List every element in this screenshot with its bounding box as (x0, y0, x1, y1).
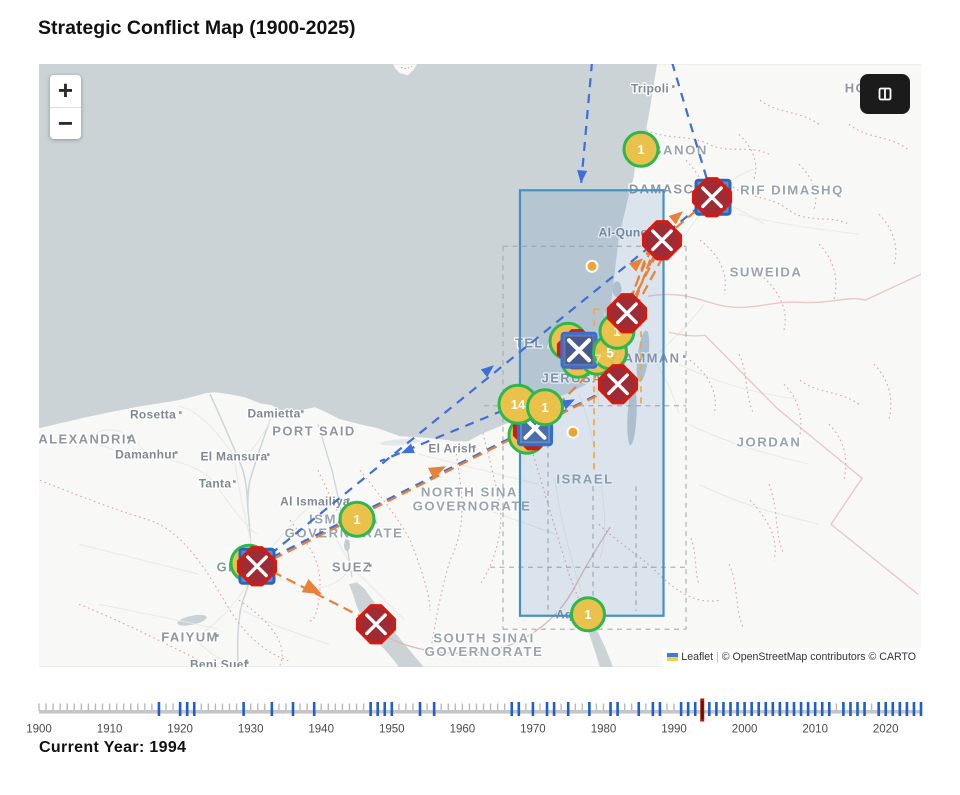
svg-text:El Mansura: El Mansura (200, 449, 267, 463)
svg-text:Al Ismailiya: Al Ismailiya (280, 494, 350, 508)
svg-text:1900: 1900 (26, 724, 52, 736)
svg-text:ISRAEL: ISRAEL (556, 471, 613, 486)
svg-text:Damanhur: Damanhur (115, 447, 177, 461)
svg-text:1980: 1980 (591, 724, 617, 736)
svg-text:14: 14 (511, 397, 526, 412)
svg-text:1: 1 (353, 512, 360, 527)
svg-text:1930: 1930 (238, 724, 264, 736)
svg-text:PORT SAID: PORT SAID (272, 423, 355, 438)
svg-text:2020: 2020 (873, 724, 899, 736)
svg-text:1: 1 (613, 324, 620, 339)
svg-text:1: 1 (584, 607, 591, 622)
svg-text:GOVERNORATE: GOVERNORATE (425, 644, 544, 659)
svg-text:1920: 1920 (167, 724, 193, 736)
svg-text:Beni Suef: Beni Suef (190, 657, 249, 667)
svg-text:Tripoli: Tripoli (631, 81, 669, 95)
svg-text:ALEXANDRIA: ALEXANDRIA (39, 431, 138, 446)
svg-text:SOUTH SINAI: SOUTH SINAI (433, 630, 535, 645)
svg-text:1960: 1960 (450, 724, 476, 736)
svg-text:7: 7 (594, 351, 601, 366)
svg-text:1: 1 (637, 142, 644, 157)
svg-text:NORTH SINAI: NORTH SINAI (421, 484, 523, 499)
svg-text:1970: 1970 (520, 724, 546, 736)
svg-text:1: 1 (541, 400, 548, 415)
svg-text:Damietta: Damietta (247, 406, 300, 420)
svg-text:El Arish: El Arish (428, 441, 475, 455)
svg-text:1990: 1990 (661, 724, 687, 736)
svg-text:1950: 1950 (379, 724, 405, 736)
svg-text:Rosetta: Rosetta (130, 407, 176, 421)
svg-text:1910: 1910 (97, 724, 123, 736)
svg-text:FAIYUM: FAIYUM (161, 629, 219, 644)
svg-text:SUEZ: SUEZ (332, 559, 372, 574)
svg-text:5: 5 (606, 344, 614, 360)
svg-text:2000: 2000 (732, 724, 758, 736)
svg-text:AMMAN: AMMAN (624, 350, 681, 365)
svg-text:GOVERNORATE: GOVERNORATE (413, 498, 532, 513)
svg-text:Tanta: Tanta (199, 476, 232, 490)
svg-text:JORDAN: JORDAN (737, 434, 802, 449)
svg-text:2010: 2010 (802, 724, 828, 736)
svg-text:SUWEIDA: SUWEIDA (730, 264, 803, 279)
svg-text:RIF DIMASHQ: RIF DIMASHQ (740, 182, 844, 197)
svg-text:1940: 1940 (308, 724, 334, 736)
